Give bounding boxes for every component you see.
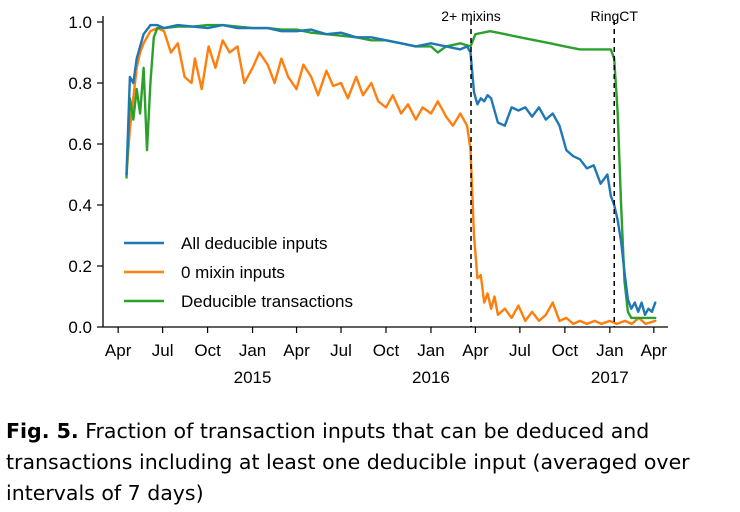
legend-label: 0 mixin inputs [181, 263, 285, 282]
chart-plot-area [125, 23, 657, 326]
chart-legend: All deducible inputs 0 mixin inputs Deduci… [124, 234, 353, 311]
x-year-label: 2016 [412, 368, 450, 387]
y-tick-label: 0.8 [68, 74, 92, 93]
chart-annotations: 2+ mixins RingCT [441, 8, 638, 327]
series-line [125, 26, 657, 326]
y-tick-label: 0.6 [68, 135, 92, 154]
x-tick-label: Jul [152, 341, 174, 360]
y-tick-label: 0.0 [68, 318, 92, 337]
y-tick-label: 1.0 [68, 13, 92, 32]
y-tick-label: 0.4 [68, 196, 92, 215]
x-tick-label: Apr [283, 341, 310, 360]
legend-label: Deducible transactions [181, 292, 353, 311]
figure-caption-text: Fraction of transaction inputs that can … [6, 419, 690, 505]
x-tick-label: Jan [417, 341, 444, 360]
x-year-label: 2015 [234, 368, 272, 387]
figure-caption-label: Fig. 5. [6, 419, 79, 443]
x-tick-label: Apr [462, 341, 489, 360]
x-tick-label: Apr [105, 341, 132, 360]
series-line [125, 23, 657, 316]
chart-axes: 0.0 0.2 0.4 0.6 0.8 1.0 Apr Jul Oct Jan Apr Jul Oct J… [68, 13, 668, 387]
x-tick-label: Apr [641, 341, 668, 360]
line-chart: 0.0 0.2 0.4 0.6 0.8 1.0 Apr Jul Oct Jan Apr Jul Oct J… [68, 8, 668, 387]
annotation-label: 2+ mixins [441, 8, 501, 24]
x-tick-label: Jan [596, 341, 623, 360]
figure-caption: Fig. 5. Fraction of transaction inputs t… [6, 416, 736, 509]
x-tick-label: Oct [373, 341, 400, 360]
x-tick-label: Oct [194, 341, 221, 360]
x-year-label: 2017 [591, 368, 629, 387]
annotation-label: RingCT [591, 8, 639, 24]
x-tick-label: Jul [509, 341, 531, 360]
y-tick-label: 0.2 [68, 257, 92, 276]
x-tick-label: Oct [552, 341, 579, 360]
x-tick-label: Jul [330, 341, 352, 360]
x-tick-label: Jan [239, 341, 266, 360]
legend-label: All deducible inputs [181, 234, 327, 253]
